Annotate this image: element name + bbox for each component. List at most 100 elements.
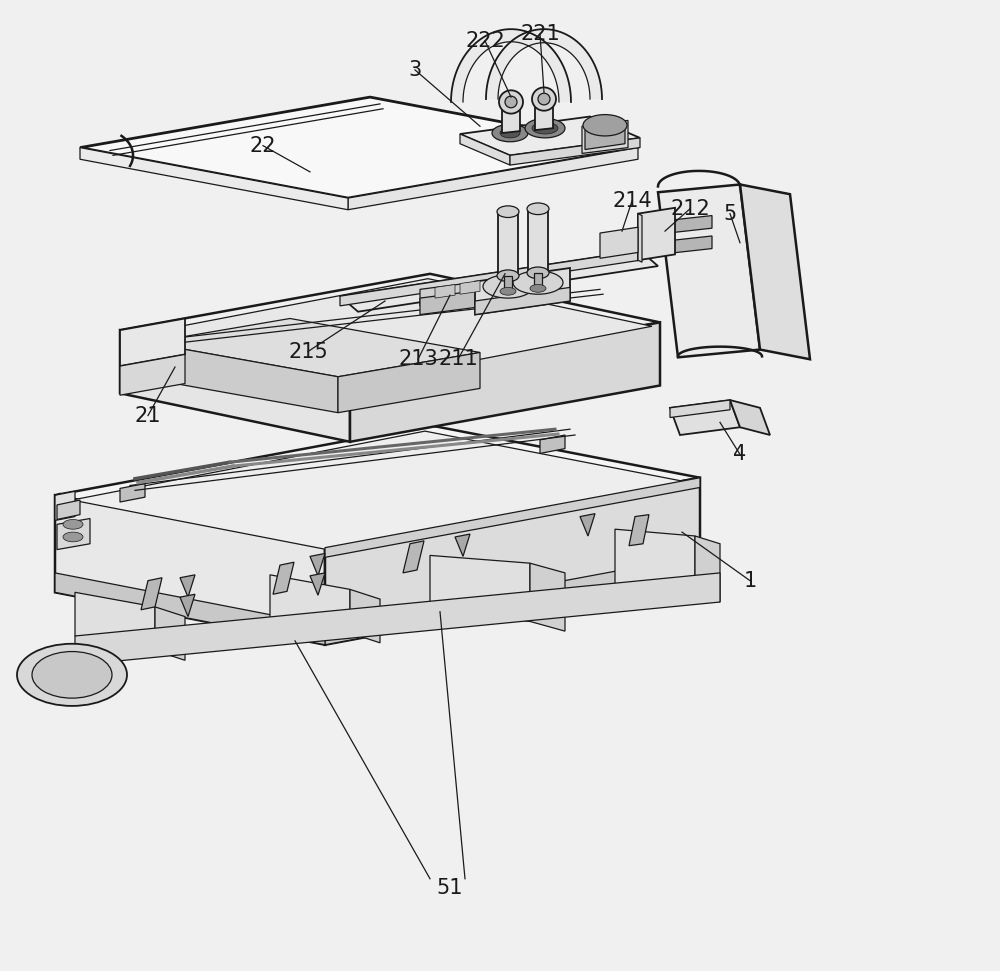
Polygon shape	[513, 29, 517, 42]
Polygon shape	[120, 354, 185, 395]
Ellipse shape	[63, 532, 83, 542]
Polygon shape	[80, 148, 348, 210]
Polygon shape	[587, 73, 599, 82]
Polygon shape	[575, 48, 586, 60]
Polygon shape	[538, 42, 548, 55]
Polygon shape	[460, 117, 640, 155]
Polygon shape	[141, 578, 162, 610]
Polygon shape	[579, 53, 590, 65]
Polygon shape	[551, 62, 563, 73]
Polygon shape	[55, 425, 700, 548]
Polygon shape	[558, 88, 571, 94]
Text: 3: 3	[408, 60, 422, 80]
Ellipse shape	[497, 206, 519, 218]
Polygon shape	[459, 62, 471, 73]
Polygon shape	[500, 50, 511, 62]
Polygon shape	[454, 75, 467, 83]
Polygon shape	[502, 104, 520, 133]
Polygon shape	[568, 39, 577, 52]
Polygon shape	[135, 279, 652, 383]
Polygon shape	[528, 34, 535, 47]
Polygon shape	[670, 400, 740, 435]
Polygon shape	[72, 431, 690, 552]
Polygon shape	[573, 45, 583, 57]
Polygon shape	[480, 38, 489, 50]
Polygon shape	[668, 236, 712, 253]
Text: 5: 5	[723, 204, 737, 223]
Polygon shape	[521, 33, 528, 48]
Polygon shape	[483, 35, 492, 49]
Polygon shape	[570, 42, 580, 55]
Ellipse shape	[32, 652, 112, 698]
Ellipse shape	[532, 122, 558, 134]
Polygon shape	[668, 216, 712, 233]
Polygon shape	[590, 94, 602, 99]
Ellipse shape	[497, 270, 519, 282]
Polygon shape	[490, 69, 503, 78]
Polygon shape	[581, 57, 593, 68]
Polygon shape	[504, 276, 512, 291]
Text: 51: 51	[437, 879, 463, 898]
Ellipse shape	[538, 93, 550, 105]
Polygon shape	[55, 495, 325, 645]
Polygon shape	[451, 97, 463, 102]
Polygon shape	[516, 29, 521, 43]
Polygon shape	[740, 184, 810, 359]
Polygon shape	[120, 330, 350, 442]
Polygon shape	[338, 352, 480, 413]
Text: 213: 213	[398, 350, 438, 369]
Polygon shape	[180, 575, 195, 597]
Polygon shape	[120, 318, 185, 366]
Polygon shape	[557, 79, 569, 86]
Polygon shape	[517, 35, 525, 50]
Polygon shape	[555, 75, 568, 83]
Polygon shape	[493, 61, 505, 72]
Polygon shape	[549, 58, 561, 69]
Polygon shape	[511, 39, 520, 52]
Polygon shape	[560, 33, 567, 48]
Polygon shape	[325, 555, 700, 645]
Text: 21: 21	[135, 406, 161, 425]
Polygon shape	[487, 82, 500, 88]
Polygon shape	[542, 29, 546, 43]
Polygon shape	[270, 575, 350, 633]
Polygon shape	[180, 594, 195, 617]
Text: 211: 211	[438, 350, 478, 369]
Ellipse shape	[532, 87, 556, 111]
Polygon shape	[528, 209, 548, 273]
Polygon shape	[545, 29, 550, 43]
Polygon shape	[536, 40, 545, 52]
Polygon shape	[403, 541, 424, 573]
Polygon shape	[583, 61, 595, 72]
Polygon shape	[474, 42, 484, 55]
Ellipse shape	[505, 96, 517, 108]
Polygon shape	[534, 273, 542, 288]
Polygon shape	[553, 66, 565, 76]
Polygon shape	[350, 322, 660, 442]
Text: 22: 22	[250, 136, 276, 155]
Polygon shape	[557, 84, 570, 90]
Polygon shape	[451, 88, 464, 94]
Polygon shape	[530, 563, 565, 631]
Polygon shape	[350, 589, 380, 643]
Ellipse shape	[500, 287, 516, 295]
Polygon shape	[510, 138, 640, 165]
Polygon shape	[519, 30, 524, 44]
Polygon shape	[531, 30, 537, 44]
Polygon shape	[75, 573, 720, 665]
Polygon shape	[348, 148, 638, 210]
Polygon shape	[155, 607, 185, 660]
Text: 212: 212	[670, 199, 710, 218]
Text: 215: 215	[288, 342, 328, 361]
Polygon shape	[471, 45, 481, 57]
Polygon shape	[55, 573, 325, 645]
Polygon shape	[453, 79, 465, 86]
Polygon shape	[340, 251, 658, 312]
Polygon shape	[57, 500, 80, 519]
Polygon shape	[457, 66, 469, 76]
Polygon shape	[487, 34, 494, 47]
Polygon shape	[584, 65, 596, 75]
Polygon shape	[55, 491, 75, 520]
Polygon shape	[527, 31, 534, 45]
Polygon shape	[468, 48, 479, 60]
